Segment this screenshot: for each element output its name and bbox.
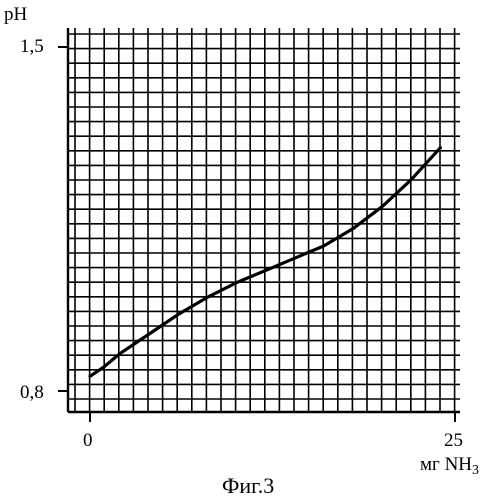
x-tick-label-left: 0: [83, 430, 93, 451]
y-tick-label-top: 1,5: [20, 36, 44, 57]
x-axis-label-subscript: 3: [472, 463, 479, 478]
x-axis-label-text: мг NH: [420, 454, 472, 475]
x-axis-label: мг NH3: [420, 454, 479, 478]
y-tick-label-bottom: 0,8: [20, 382, 44, 403]
figure-caption: Фиг.3: [222, 473, 274, 498]
grid: [68, 28, 460, 412]
x-tick-label-right: 25: [444, 430, 463, 451]
y-axis-label: pH: [4, 4, 28, 25]
